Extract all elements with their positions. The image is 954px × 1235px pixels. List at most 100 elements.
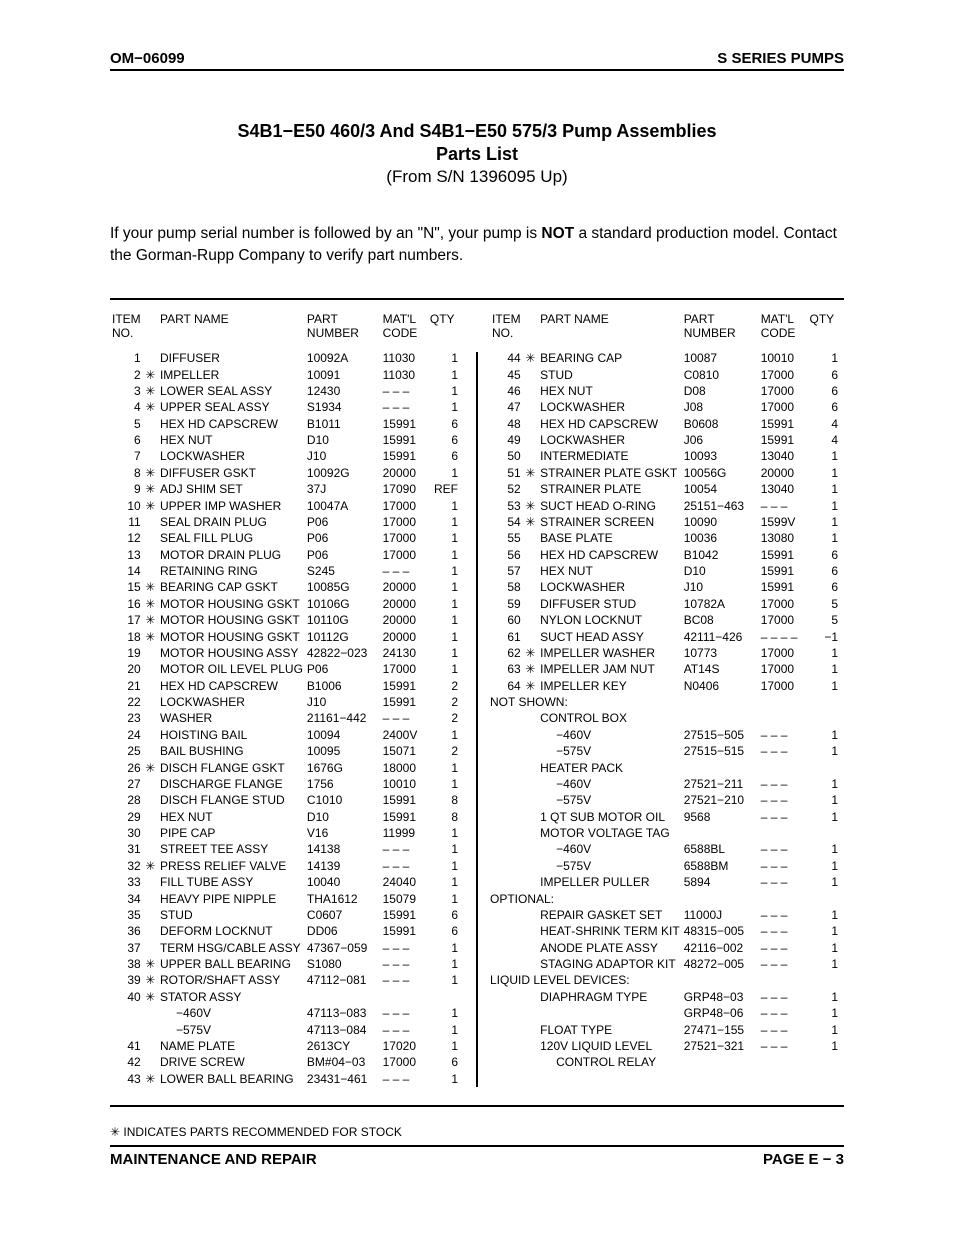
table-row: 8✳DIFFUSER GSKT10092G200001 <box>110 465 464 481</box>
 <box>523 399 538 415</box>
right-column: ITEMNO. PART NAME PARTNUMBER MAT'LCODE Q… <box>476 312 844 1087</box>
table-row: 62✳IMPELLER WASHER10773170001 <box>490 645 844 661</box>
 <box>143 661 158 677</box>
table-row: REPAIR GASKET SET11000J– – –1 <box>490 907 844 923</box>
stock-star-icon: ✳ <box>143 366 158 382</box>
table-row: STAGING ADAPTOR KIT48272−005– – –1 <box>490 956 844 972</box>
col-pnum: PARTNUMBER <box>682 312 759 350</box>
 <box>143 694 158 710</box>
table-row: 46HEX NUTD08170006 <box>490 383 844 399</box>
 <box>523 1005 538 1021</box>
 <box>143 563 158 579</box>
section-header: NOT SHOWN: <box>490 694 844 710</box>
stock-star-icon: ✳ <box>143 497 158 513</box>
stock-star-icon: ✳ <box>523 465 538 481</box>
 <box>143 677 158 693</box>
table-row: 44✳BEARING CAP10087100101 <box>490 350 844 366</box>
 <box>523 989 538 1005</box>
title-line1: S4B1−E50 460/3 And S4B1−E50 575/3 Pump A… <box>110 121 844 142</box>
table-row: 20MOTOR OIL LEVEL PLUGP06170001 <box>110 661 464 677</box>
table-row: 51✳STRAINER PLATE GSKT10056G200001 <box>490 465 844 481</box>
 <box>143 841 158 857</box>
 <box>523 1038 538 1054</box>
 <box>523 579 538 595</box>
 <box>523 792 538 808</box>
table-row: 17✳MOTOR HOUSING GSKT10110G200001 <box>110 612 464 628</box>
stock-star-icon: ✳ <box>143 579 158 595</box>
col-qty: QTY <box>428 312 464 350</box>
table-row: 21HEX HD CAPSCREWB1006159912 <box>110 677 464 693</box>
 <box>143 1005 158 1021</box>
table-row: 12SEAL FILL PLUGP06170001 <box>110 530 464 546</box>
table-row: 40✳STATOR ASSY <box>110 989 464 1005</box>
col-name: PART NAME <box>158 312 305 350</box>
footnote: ✳ INDICATES PARTS RECOMMENDED FOR STOCK <box>110 1125 844 1139</box>
 <box>143 448 158 464</box>
table-row: 120V LIQUID LEVEL27521−321– – –1 <box>490 1038 844 1054</box>
 <box>143 808 158 824</box>
 <box>143 907 158 923</box>
table-row: 61SUCT HEAD ASSY42111−426– – – –−1 <box>490 628 844 644</box>
table-row: 23WASHER21161−442– – –2 <box>110 710 464 726</box>
col-pnum: PARTNUMBER <box>305 312 381 350</box>
column-divider <box>476 352 478 1087</box>
table-row: 31STREET TEE ASSY14138– – –1 <box>110 841 464 857</box>
table-row: HEAT‐SHRINK TERM KIT48315−005– – –1 <box>490 923 844 939</box>
 <box>523 563 538 579</box>
table-row: 4✳UPPER SEAL ASSYS1934– – –1 <box>110 399 464 415</box>
 <box>523 546 538 562</box>
table-row: MOTOR VOLTAGE TAG <box>490 825 844 841</box>
table-row: 22LOCKWASHERJ10159912 <box>110 694 464 710</box>
table-row: 50INTERMEDIATE10093130401 <box>490 448 844 464</box>
table-row: 25BAIL BUSHING10095150712 <box>110 743 464 759</box>
title-line3: (From S/N 1396095 Up) <box>110 167 844 187</box>
table-row: 59DIFFUSER STUD10782A170005 <box>490 596 844 612</box>
 <box>523 727 538 743</box>
table-row: 37TERM HSG/CABLE ASSY47367−059– – –1 <box>110 939 464 955</box>
table-row: 3✳LOWER SEAL ASSY12430– – –1 <box>110 383 464 399</box>
 <box>523 530 538 546</box>
title-block: S4B1−E50 460/3 And S4B1−E50 575/3 Pump A… <box>110 121 844 187</box>
table-row: GRP48−06– – –1 <box>490 1005 844 1021</box>
left-column: ITEMNO. PART NAME PARTNUMBER MAT'LCODE Q… <box>110 312 476 1087</box>
table-row: 36DEFORM LOCKNUTDD06159916 <box>110 923 464 939</box>
header-right: S SERIES PUMPS <box>717 50 844 67</box>
 <box>523 923 538 939</box>
table-row: 27DISCHARGE FLANGE1756100101 <box>110 776 464 792</box>
 <box>523 776 538 792</box>
 <box>143 939 158 955</box>
 <box>143 776 158 792</box>
col-item: ITEMNO. <box>490 312 523 350</box>
 <box>523 939 538 955</box>
table-row: CONTROL RELAY <box>490 1054 844 1070</box>
 <box>143 923 158 939</box>
table-row: 1DIFFUSER10092A110301 <box>110 350 464 366</box>
table-row: ANODE PLATE ASSY42116−002– – –1 <box>490 939 844 955</box>
table-row: DIAPHRAGM TYPEGRP48−03– – –1 <box>490 989 844 1005</box>
table-row: 43✳LOWER BALL BEARING23431−461– – –1 <box>110 1070 464 1086</box>
table-row: LIQUID LEVEL DEVICES: <box>490 972 844 988</box>
table-row: 9✳ADJ SHIM SET37J17090REF <box>110 481 464 497</box>
 <box>523 383 538 399</box>
stock-star-icon: ✳ <box>523 677 538 693</box>
 <box>523 415 538 431</box>
table-row: 16✳MOTOR HOUSING GSKT10106G200001 <box>110 596 464 612</box>
table-row: 1 QT SUB MOTOR OIL9568– – –1 <box>490 808 844 824</box>
 <box>523 596 538 612</box>
table-row: 38✳UPPER BALL BEARINGS1080– – –1 <box>110 956 464 972</box>
stock-star-icon: ✳ <box>143 383 158 399</box>
col-name: PART NAME <box>538 312 682 350</box>
 <box>523 858 538 874</box>
page-footer: MAINTENANCE AND REPAIR PAGE E − 3 <box>110 1145 844 1168</box>
 <box>523 956 538 972</box>
 <box>143 792 158 808</box>
 <box>523 808 538 824</box>
stock-star-icon: ✳ <box>143 465 158 481</box>
table-row: 24HOISTING BAIL100942400V1 <box>110 727 464 743</box>
table-row: −460V47113−083– – –1 <box>110 1005 464 1021</box>
stock-star-icon: ✳ <box>523 497 538 513</box>
stock-star-icon: ✳ <box>143 956 158 972</box>
table-row: FLOAT TYPE27471−155– – –1 <box>490 1021 844 1037</box>
 <box>143 743 158 759</box>
stock-star-icon: ✳ <box>523 645 538 661</box>
